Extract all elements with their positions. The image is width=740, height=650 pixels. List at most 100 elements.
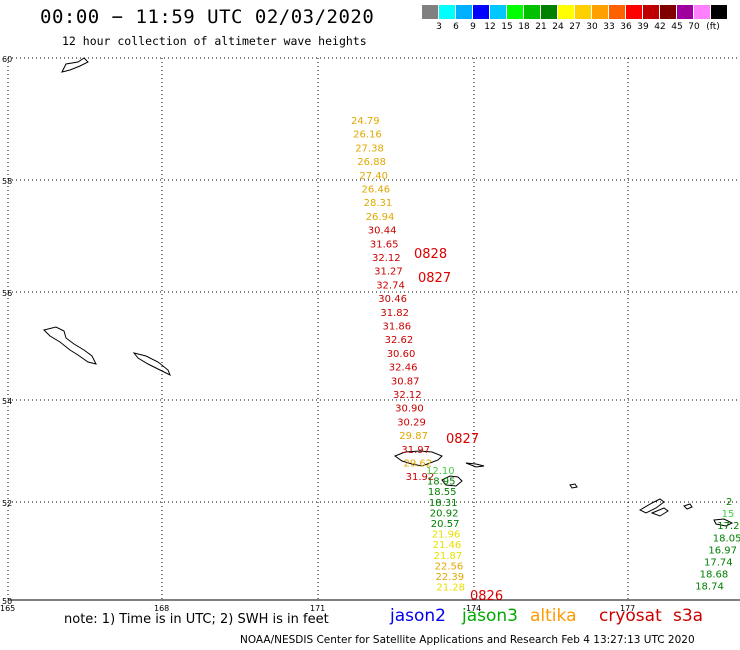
- scale-label: 6: [453, 22, 459, 32]
- wave-height-value: 28.31: [364, 198, 393, 209]
- wave-height-value: 21.96: [432, 530, 461, 541]
- scale-label: 70: [688, 22, 700, 32]
- wave-height-value: 26.16: [353, 130, 382, 141]
- wave-height-value: 30.60: [387, 349, 416, 360]
- wave-height-value: 21.46: [433, 540, 462, 551]
- wave-height-value: 29.87: [399, 431, 428, 442]
- wave-height-value: 16.97: [708, 545, 737, 556]
- coastline-rat-islands-3: [683, 503, 693, 510]
- time-tags: 0828 0827 0827 0826: [414, 247, 503, 604]
- scale-swatch: [507, 5, 524, 19]
- scale-swatch: [490, 5, 507, 19]
- note-text: note: 1) Time is in UTC; 2) SWH is in fe…: [64, 612, 329, 627]
- scale-swatch: [592, 5, 609, 19]
- lon-label: 168: [154, 604, 169, 613]
- wave-height-value: 22.56: [435, 561, 464, 572]
- wave-height-value: 18.95: [427, 477, 456, 488]
- wave-height-value: 2: [726, 497, 732, 508]
- wave-height-value: 30.44: [368, 226, 397, 237]
- scale-swatch: [422, 5, 439, 19]
- scale-swatch: [626, 5, 643, 19]
- scale-swatch: [609, 5, 626, 19]
- coastline-bering-island: [43, 326, 97, 365]
- wave-height-value: 27.38: [355, 143, 384, 154]
- wave-height-value: 32.46: [389, 363, 418, 374]
- observation-labels: 24.79 26.16 27.38 26.88 27.40 26.46 28.31 26.94…: [351, 116, 740, 594]
- scale-label: 15: [501, 22, 513, 32]
- wave-height-value: 18.74: [695, 582, 724, 593]
- lon-label: 165: [0, 604, 15, 613]
- wave-height-value: 21.87: [434, 551, 463, 562]
- page-subtitle: 12 hour collection of altimeter wave hei…: [62, 34, 367, 48]
- wave-height-value: 31.92: [406, 472, 435, 483]
- legend-altika: altika: [530, 606, 577, 626]
- wave-height-value: 12.10: [426, 466, 455, 477]
- wave-height-value: 29.62: [404, 459, 433, 470]
- scale-swatch: [473, 5, 490, 19]
- wave-height-value: 30.90: [395, 404, 424, 415]
- wave-height-value: 24.79: [351, 116, 380, 127]
- wave-height-value: 31.65: [370, 239, 399, 250]
- lon-label: 174: [466, 604, 481, 613]
- scale-label: 9: [470, 22, 476, 32]
- coastline-rat-islands-1: [638, 498, 665, 514]
- wave-height-value: 32.74: [376, 280, 405, 291]
- scale-swatch: [456, 5, 473, 19]
- coastline-buldir-island: [569, 483, 578, 489]
- coastline-semichi-islands: [465, 462, 485, 468]
- pass-time-tag: 0827: [446, 432, 479, 447]
- wave-height-value: 18.31: [429, 498, 458, 509]
- scale-swatch: [524, 5, 541, 19]
- lat-label: 52: [2, 499, 12, 508]
- coastline-kamchatka: [61, 57, 89, 73]
- wave-height-value: 31.97: [401, 445, 430, 456]
- lat-label: 58: [2, 177, 12, 186]
- scale-label: 21: [535, 22, 547, 32]
- wave-height-value: 20.57: [431, 519, 460, 530]
- wave-height-value: 15: [722, 509, 735, 520]
- scale-swatch: [439, 5, 456, 19]
- scale-label: 24: [552, 22, 564, 32]
- lat-label: 60: [2, 55, 12, 64]
- coastline-rat-islands-2: [650, 507, 669, 517]
- scale-label: 12: [484, 22, 496, 32]
- legend-s3a: s3a: [673, 606, 704, 626]
- wave-height-value: 17.74: [704, 558, 733, 569]
- scale-swatch: [660, 5, 677, 19]
- legend-jason3: jason3: [462, 606, 518, 626]
- wave-height-value: 31.86: [383, 322, 412, 333]
- scale-swatch: [558, 5, 575, 19]
- scale-swatch: [711, 5, 728, 19]
- wave-height-value: 26.88: [357, 157, 386, 168]
- wave-height-value: 31.27: [374, 267, 403, 278]
- scale-label: 27: [569, 22, 581, 32]
- wave-height-value: 31.82: [380, 308, 409, 319]
- coastline-medny-island: [132, 352, 171, 377]
- page-title: 00:00 − 11:59 UTC 02/03/2020: [40, 6, 375, 28]
- legend-cryosat: cryosat: [599, 606, 662, 626]
- wave-height-value: 21.28: [436, 583, 465, 594]
- coastline-agattu-island: [441, 475, 463, 487]
- scale-label: 45: [671, 22, 683, 32]
- lat-label: 54: [2, 397, 12, 406]
- wave-height-value: 30.29: [397, 417, 426, 428]
- scale-label: 36: [620, 22, 632, 32]
- lat-label: 50: [2, 597, 12, 606]
- scale-unit: (ft): [706, 22, 720, 32]
- scale-label: 18: [518, 22, 530, 32]
- wave-height-value: 18.55: [428, 487, 457, 498]
- scale-swatch: [575, 5, 592, 19]
- wave-height-value: 17.2: [717, 521, 739, 532]
- wave-height-value: 32.12: [393, 390, 422, 401]
- coastline-rat-islands-4: [713, 518, 734, 527]
- lon-label: 177: [620, 604, 635, 613]
- wave-height-value: 26.94: [366, 212, 395, 223]
- lon-label: 171: [310, 604, 325, 613]
- wave-height-value: 26.46: [362, 185, 391, 196]
- wave-height-value: 30.46: [378, 294, 407, 305]
- pass-time-tag: 0826: [470, 589, 503, 604]
- scale-label: 33: [603, 22, 615, 32]
- lat-label: 56: [2, 289, 12, 298]
